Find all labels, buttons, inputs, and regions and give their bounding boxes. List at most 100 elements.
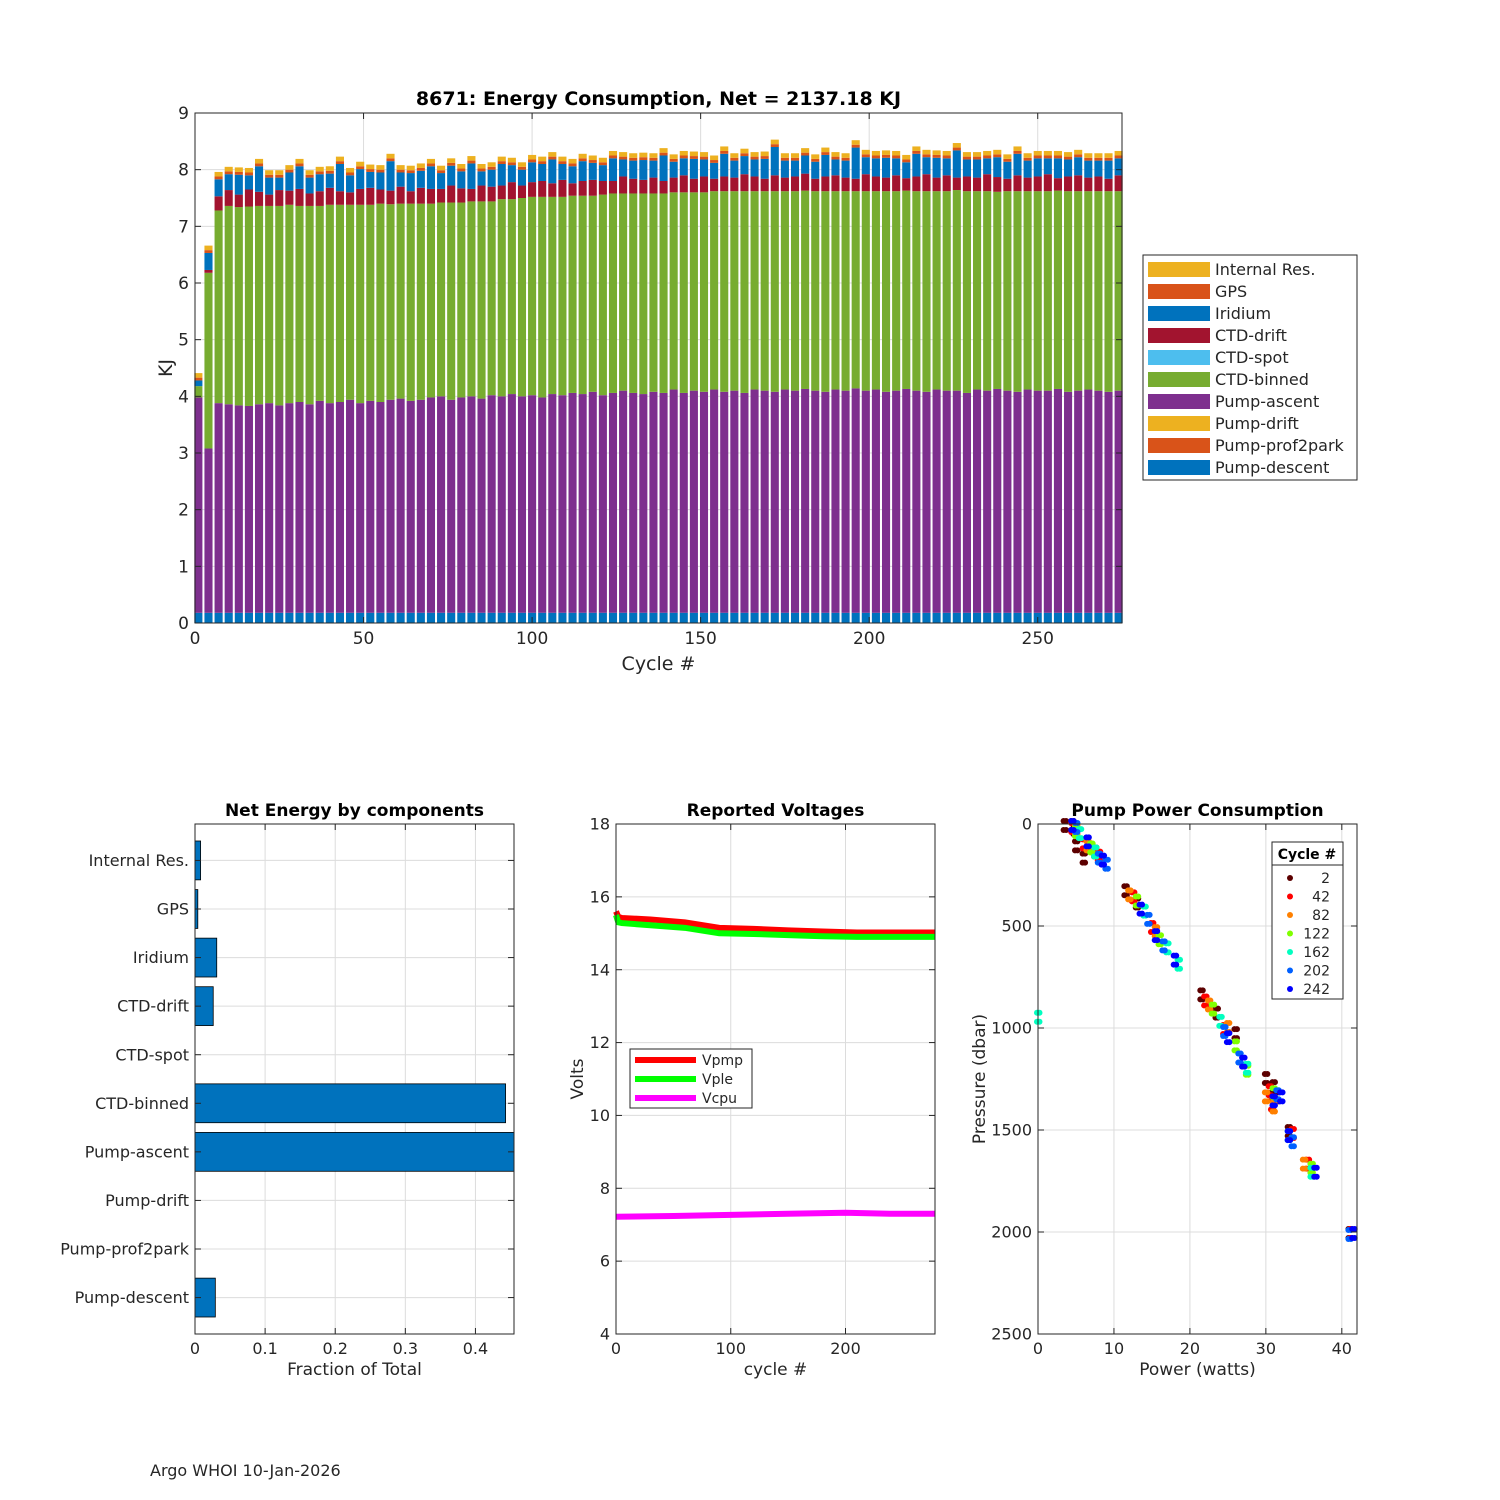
x-tick-label: 200 — [830, 1339, 861, 1358]
bar-segment-ctd-binned — [497, 199, 506, 397]
bar-segment-iridium — [730, 160, 739, 178]
bar-segment-internal-res- — [386, 153, 395, 159]
bar-segment-gps — [639, 157, 648, 161]
bar-segment-pump-ascent — [275, 405, 284, 613]
point-cycle-162 — [1036, 1009, 1043, 1016]
bar-segment-gps — [224, 171, 233, 175]
bar-segment-ctd-drift — [588, 179, 597, 196]
bar-segment-iridium — [780, 160, 789, 178]
bar-segment-ctd-drift — [1084, 177, 1093, 192]
bar-segment-internal-res- — [1074, 149, 1083, 155]
bar-segment-ctd-binned — [477, 201, 486, 399]
bar-segment-pump-ascent — [568, 392, 577, 613]
bar-segment-ctd-binned — [710, 191, 719, 390]
bar-segment-ctd-binned — [912, 191, 921, 391]
bar-segment-gps — [214, 176, 223, 180]
bar-segment-ctd-drift — [1094, 176, 1103, 192]
bar-segment-ctd-drift — [821, 176, 830, 192]
bar-segment-iridium — [821, 154, 830, 177]
bar-segment-ctd-drift — [305, 193, 314, 206]
bar-segment-iridium — [669, 161, 678, 178]
bar-segment-ctd-binned — [1104, 191, 1113, 392]
bar-segment-ctd-binned — [669, 192, 678, 390]
bar-segment-ctd-binned — [548, 196, 557, 395]
bar-segment-internal-res- — [811, 154, 820, 159]
bar-segment-gps — [194, 377, 203, 381]
bar-segment-ctd-drift — [730, 177, 739, 192]
bar-segment-ctd-drift — [608, 181, 618, 194]
chart-title: 8671: Energy Consumption, Net = 2137.18 … — [416, 88, 901, 110]
bar-segment-gps — [447, 162, 456, 166]
bar-segment-gps — [831, 156, 840, 160]
axes-box — [194, 823, 515, 1335]
legend-swatch — [1148, 350, 1210, 365]
bar-segment-internal-res- — [325, 166, 334, 171]
bar-segment-internal-res- — [619, 152, 628, 157]
x-tick-label: 50 — [353, 629, 375, 649]
bar-segment-internal-res- — [831, 152, 840, 157]
bar-segment-pump-descent — [821, 612, 830, 623]
bar-segment-ctd-binned — [952, 190, 961, 391]
bar-segment-ctd-binned — [426, 203, 436, 398]
bar-segment-iridium — [285, 172, 294, 191]
bar-segment-internal-res- — [720, 146, 729, 151]
bar-segment-iridium — [881, 157, 891, 178]
bar-segment-gps — [558, 161, 567, 164]
bar-segment-pump-ascent — [426, 397, 436, 613]
bar-segment-ctd-drift — [1104, 178, 1113, 192]
bar-segment-pump-descent — [376, 612, 385, 623]
bar-segment-ctd-binned — [437, 202, 446, 397]
bar-segment-iridium — [841, 160, 850, 178]
point-cycle-202 — [1146, 911, 1153, 918]
bar-segment-ctd-drift — [295, 188, 304, 206]
bar-segment-pump-descent — [790, 612, 800, 623]
legend-marker — [1287, 967, 1293, 974]
bar-segment-iridium — [619, 159, 628, 177]
bar-segment-pump-ascent — [942, 390, 951, 613]
bar-segment-pump-descent — [669, 612, 678, 623]
bar-segment-internal-res- — [912, 146, 921, 151]
bar-segment-internal-res- — [588, 155, 597, 161]
legend-marker — [1287, 893, 1293, 900]
point-cycle-242 — [1279, 1098, 1286, 1105]
x-tick-label: 200 — [853, 629, 885, 649]
bar-segment-pump-descent — [892, 612, 901, 623]
y-tick-label: 14 — [590, 960, 610, 979]
bar-segment-internal-res- — [902, 154, 911, 160]
bar-segment-pump-ascent — [265, 403, 274, 613]
bar-segment-internal-res- — [871, 150, 880, 156]
point-cycle-2 — [1214, 1005, 1221, 1012]
bar-segment-iridium — [487, 169, 496, 187]
point-cycle-82 — [1226, 1019, 1233, 1026]
bar-segment-internal-res- — [892, 150, 901, 156]
bar-segment-pump-ascent — [356, 403, 365, 613]
bar-segment-gps — [962, 156, 971, 160]
bar-segment-gps — [679, 155, 688, 159]
bar-segment-ctd-drift — [801, 173, 810, 191]
bar-segment-ctd-drift — [255, 191, 264, 206]
bar-segment-pump-descent — [811, 612, 820, 623]
bar-segment-ctd-binned — [689, 192, 698, 391]
bar-segment-ctd-binned — [1003, 191, 1012, 391]
bar-segment-gps — [760, 156, 769, 159]
point-cycle-202 — [1161, 947, 1168, 954]
bar-segment-ctd-binned — [275, 205, 284, 406]
bar-segment-ctd-drift — [629, 178, 638, 194]
bar-segment-pump-ascent — [406, 400, 415, 613]
bar-segment-iridium — [790, 160, 800, 177]
bar-segment-internal-res- — [740, 148, 749, 154]
bar-segment-internal-res- — [1023, 153, 1032, 158]
bar-segment-pump-descent — [649, 612, 658, 623]
bar-segment-internal-res- — [426, 158, 436, 164]
bar-segment-internal-res- — [1033, 150, 1042, 156]
x-tick-label: 0 — [611, 1339, 621, 1358]
bar-segment-iridium — [396, 172, 405, 187]
bar-segment-ctd-binned — [922, 191, 931, 392]
bar-segment-internal-res- — [841, 153, 850, 158]
bar-segment-pump-descent — [366, 612, 375, 623]
point-cycle-242 — [1101, 861, 1108, 868]
bar-segment-ctd-binned — [1094, 191, 1103, 391]
bar-segment-internal-res- — [881, 150, 891, 155]
axes-box — [615, 823, 936, 1335]
bar-segment-gps — [619, 156, 628, 160]
